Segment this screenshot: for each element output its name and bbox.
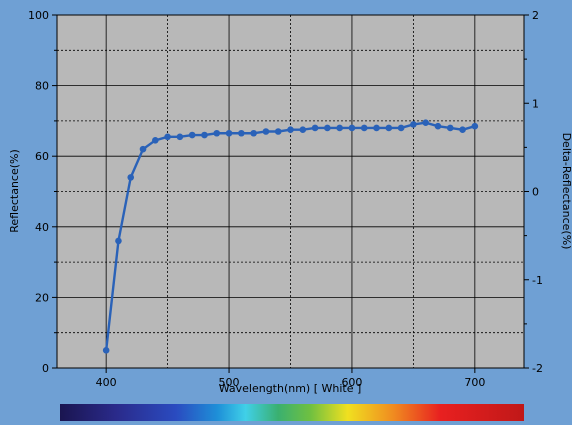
data-point: [250, 129, 257, 137]
data-point: [102, 347, 110, 354]
data-point: [385, 124, 393, 132]
data-point: [238, 129, 245, 137]
data-point: [262, 128, 270, 135]
data-point: [188, 131, 196, 139]
x-tick-label: 600: [341, 376, 362, 389]
y-tick-label: 60: [35, 150, 49, 163]
data-point: [397, 124, 405, 132]
data-point: [446, 124, 454, 132]
x-tick-label: 400: [96, 376, 117, 389]
y2-tick-label: 2: [532, 9, 539, 22]
data-point: [213, 129, 221, 137]
x-tick-label: 700: [464, 376, 485, 389]
data-point: [287, 126, 294, 134]
grid: [57, 15, 524, 368]
y-axis-label: Reflectance(%): [8, 149, 21, 233]
data-point: [459, 126, 466, 134]
data-point: [434, 122, 442, 130]
y-tick-label: 40: [35, 221, 49, 234]
y2-tick-label: -2: [532, 362, 543, 375]
data-point: [336, 124, 343, 132]
y-tick-label: 20: [35, 291, 49, 304]
y-tick-label: 0: [42, 362, 49, 375]
y2-tick-label: -1: [532, 274, 543, 287]
data-point: [152, 137, 159, 144]
data-point: [164, 133, 171, 141]
y2-tick-label: 0: [532, 186, 539, 199]
y-tick-label: 80: [35, 80, 49, 93]
y2-tick-label: 1: [532, 97, 539, 110]
data-point: [139, 145, 147, 153]
data-point: [410, 121, 417, 128]
data-point: [201, 131, 208, 139]
data-point: [373, 124, 380, 132]
y2-axis-label: Delta-Reflectance(%): [560, 133, 572, 250]
data-point: [225, 129, 233, 137]
data-point: [471, 122, 479, 130]
data-point: [324, 124, 331, 132]
data-point: [299, 126, 307, 134]
y-tick-label: 100: [28, 9, 49, 22]
data-point: [274, 128, 282, 135]
data-point: [115, 237, 122, 245]
data-point: [311, 124, 319, 132]
data-point: [176, 133, 184, 141]
data-point: [422, 119, 429, 126]
data-point: [127, 174, 135, 181]
x-axis-label: Wavelength(nm) [ White ]: [219, 382, 362, 395]
axes: 0 20 40 60 80 100 -2 -1 0 1 2 400 500 600 700: [28, 9, 543, 389]
series: [102, 119, 479, 354]
data-point: [360, 124, 368, 132]
x-tick-label: 500: [219, 376, 240, 389]
data-point: [348, 124, 356, 132]
color-spectrum-bar: [60, 404, 524, 421]
